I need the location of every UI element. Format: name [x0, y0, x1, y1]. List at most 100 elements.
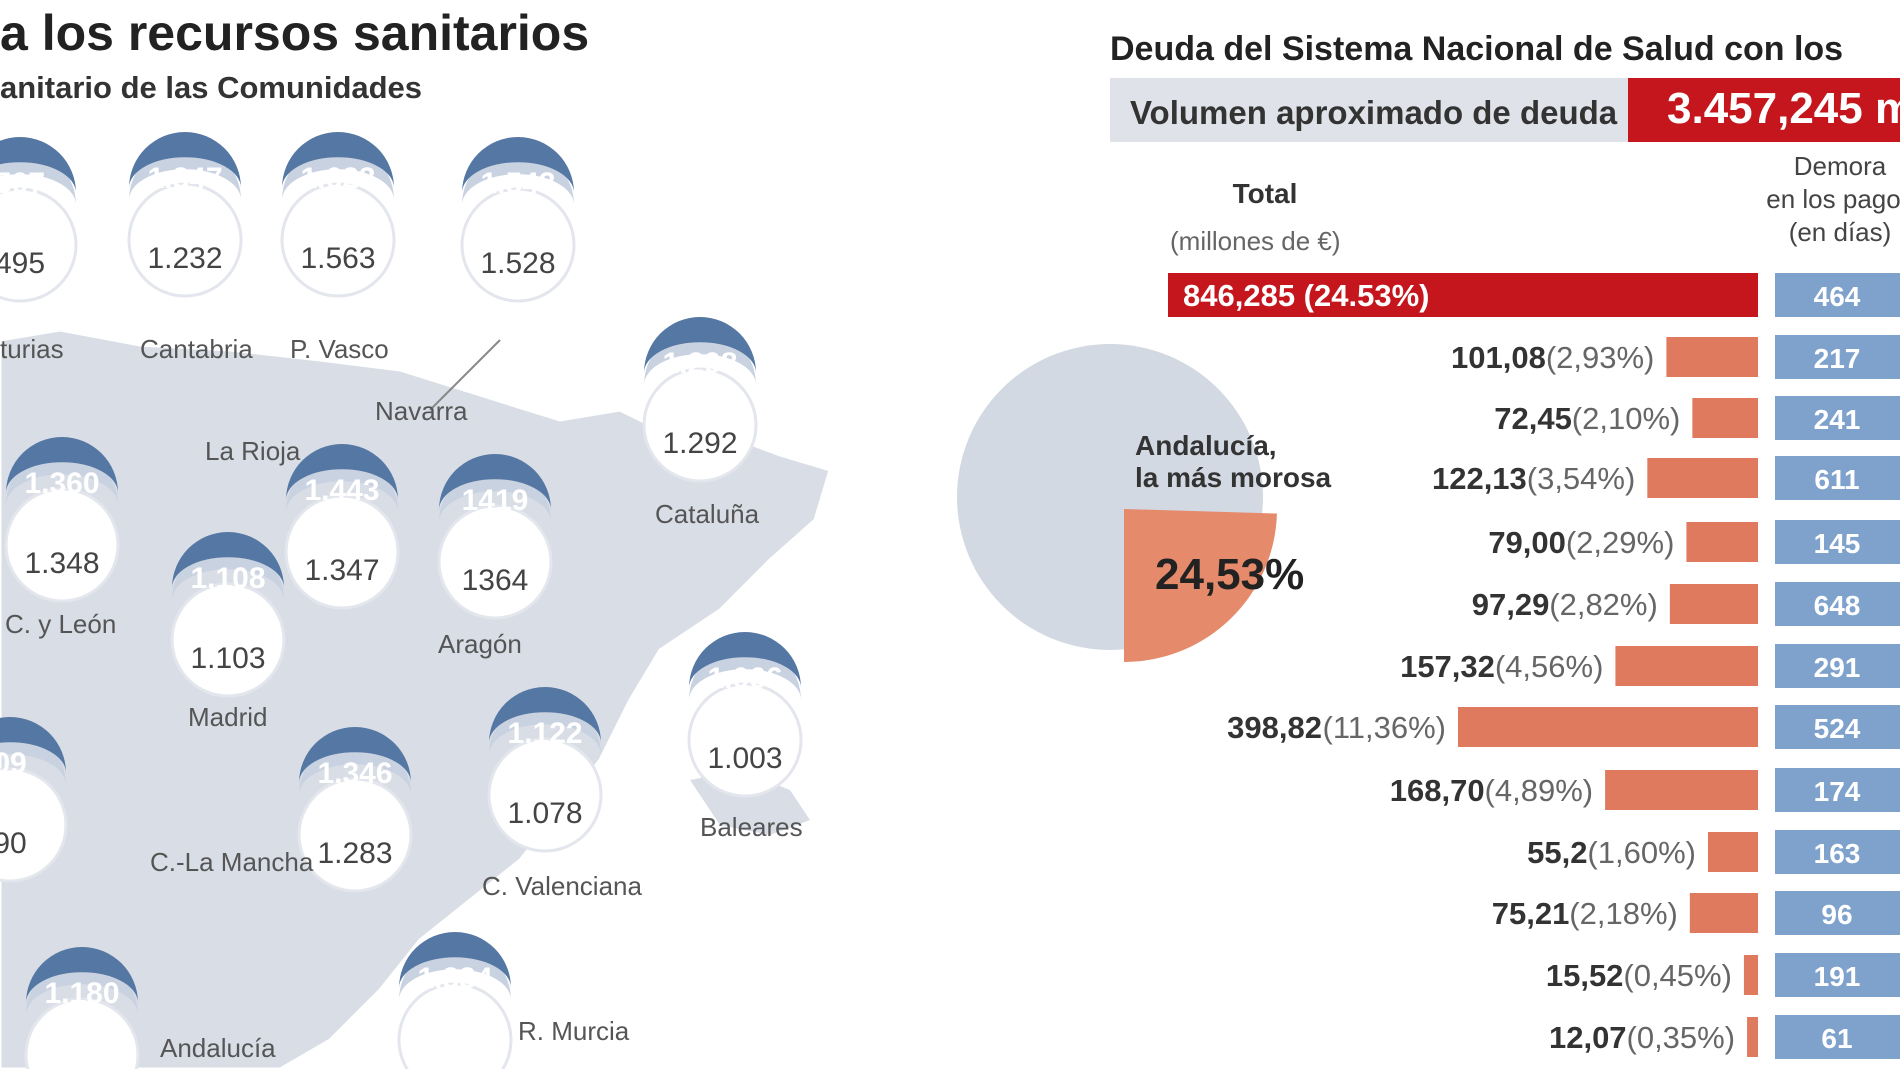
bar-row: 846,285 (24.53%) 464 [1168, 273, 1900, 317]
delay-box [1775, 830, 1900, 874]
bar-row: (0,35%)12,07 61 [1549, 1015, 1900, 1059]
delay-box [1775, 520, 1900, 564]
delay-value: 61 [1821, 1023, 1852, 1054]
bar-row: (2,82%)97,29 648 [1472, 582, 1900, 626]
region-bubble: 1.347 1.232 Cantabria [127, 132, 253, 364]
bar-pct-label: (1,60%) [1587, 835, 1696, 870]
debt-value: 3.457,245 m [1667, 84, 1900, 133]
region-label: Aragón [438, 629, 522, 659]
delay-value: 96 [1821, 899, 1852, 930]
bar-value-label: 72,45 [1494, 401, 1572, 436]
bubble-top-value: 1.360 [24, 467, 99, 500]
bubble-bottom-circle [170, 582, 286, 698]
delay-box [1775, 396, 1900, 440]
bubble-shadow [0, 729, 66, 785]
region-bubble: 1.543 1.528 Navarra [375, 137, 576, 426]
bubble-bottom-circle [642, 367, 758, 483]
bubble-top-cap [0, 717, 66, 773]
region-bubble: 1.443 1.347 La Rioja [205, 436, 400, 610]
region-bubble: 1419 1364 Aragón [437, 454, 553, 659]
bubble-bottom-circle [297, 777, 413, 893]
region-bubble: 1.334 R. Murcia [397, 932, 630, 1069]
region-label: Baleares [700, 812, 803, 842]
bar-pct-label: (0,45%) [1623, 958, 1732, 993]
bar-total [1743, 955, 1758, 995]
delay-box [1775, 273, 1900, 317]
bubble-bottom-value: 1.283 [317, 837, 392, 870]
bubble-top-cap [489, 687, 601, 743]
region-label: Madrid [188, 702, 267, 732]
bubble-top-value: 1.066 [707, 662, 782, 695]
bar-total [1647, 458, 1758, 498]
bar-row: (0,45%)15,52 191 [1546, 953, 1900, 997]
delay-box [1775, 768, 1900, 812]
region-bubble: 1.108 1.103 Madrid [170, 532, 286, 732]
pie-chart [957, 344, 1277, 662]
region-label: Cataluña [655, 499, 760, 529]
bubble-bottom-value: 495 [0, 247, 45, 280]
bar-row: (2,29%)79,00 145 [1488, 520, 1900, 564]
bubble-bottom-circle [397, 982, 513, 1069]
bubble-bottom-circle [24, 997, 140, 1069]
delay-box [1775, 1015, 1900, 1059]
delay-header-line3: (en días) [1788, 217, 1892, 247]
bubble-top-value: 1.108 [190, 562, 265, 595]
bar-row: (2,18%)75,21 96 [1492, 891, 1900, 935]
delay-value: 191 [1814, 961, 1861, 992]
bar-total [1666, 337, 1758, 377]
bubble-bottom-value: 1.232 [147, 242, 222, 275]
debt-label-box [1110, 78, 1630, 142]
peninsula-shape [0, 328, 832, 1069]
delay-header-line2: en los pagos [1766, 184, 1900, 214]
region-label: C. Valenciana [482, 871, 642, 901]
bar-total [1689, 893, 1758, 933]
bar-row: (11,36%)398,82 524 [1227, 705, 1900, 749]
pie-label: Andalucía, la más morosa [1135, 430, 1331, 494]
bubble-bottom-value: 90 [0, 827, 27, 860]
bubble-top-cap [282, 132, 394, 188]
delay-value: 174 [1814, 776, 1861, 807]
bar-row: (1,60%)55,2 163 [1527, 830, 1900, 874]
region-label: Andalucía [160, 1033, 276, 1063]
delay-value: 648 [1814, 590, 1861, 621]
bubble-bottom-circle [4, 487, 120, 603]
bar-value-label: 168,70 [1390, 773, 1485, 808]
bar-pct-label: (2,82%) [1549, 587, 1658, 622]
bubble-top-value: 1419 [462, 484, 529, 517]
bubble-top-cap [644, 317, 756, 373]
delay-value: 464 [1814, 281, 1861, 312]
bubble-top-cap [172, 532, 284, 588]
bubble-bottom-value: 1.103 [190, 642, 265, 675]
bubble-bottom-circle [280, 182, 396, 298]
delay-value: 524 [1814, 713, 1861, 744]
delay-header-line1: Demora [1793, 151, 1887, 181]
column-delay-header: Demora en los pagos (en días) [1750, 150, 1900, 249]
bubble-bottom-circle [127, 182, 243, 298]
bubble-top-value: 1.122 [507, 717, 582, 750]
bar-value-label: 97,29 [1472, 587, 1550, 622]
bubbles-layer: 507 495 turias 1.347 1.232 Cantabria 1.623 1.56… [0, 132, 803, 1069]
delay-box [1775, 335, 1900, 379]
bubble-top-value: 1.298 [662, 347, 737, 380]
region-label: turias [0, 334, 64, 364]
region-label: Navarra [375, 396, 468, 426]
bar-row: (3,54%)122,13 611 [1432, 456, 1900, 500]
page-subtitle-left: anitario de las Comunidades [0, 70, 423, 105]
region-bubble: 1.360 1.348 C. y León [4, 437, 120, 639]
pie-slice-andalucia [1124, 509, 1277, 662]
delay-box [1775, 953, 1900, 997]
bubble-top-value: 1.347 [147, 162, 222, 195]
debt-label: Volumen aproximado de deuda [1130, 94, 1618, 131]
bubble-bottom-value: 1.003 [707, 742, 782, 775]
bars-layer: 846,285 (24.53%) 464 (2,93%)101,08 217 (2,10… [1168, 273, 1900, 1059]
bubble-bottom-circle [0, 767, 68, 883]
bar-pct-label: (3,54%) [1527, 461, 1636, 496]
bubble-top-value: 1.623 [300, 162, 375, 195]
bar-pct-label: (2,93%) [1546, 340, 1655, 375]
delay-box [1775, 705, 1900, 749]
bar-total [1686, 522, 1758, 562]
bar-pct-label: (2,29%) [1566, 525, 1675, 560]
debt-title: Deuda del Sistema Nacional de Salud con … [1110, 30, 1844, 68]
bar-row: (2,10%)72,45 241 [1494, 396, 1900, 440]
